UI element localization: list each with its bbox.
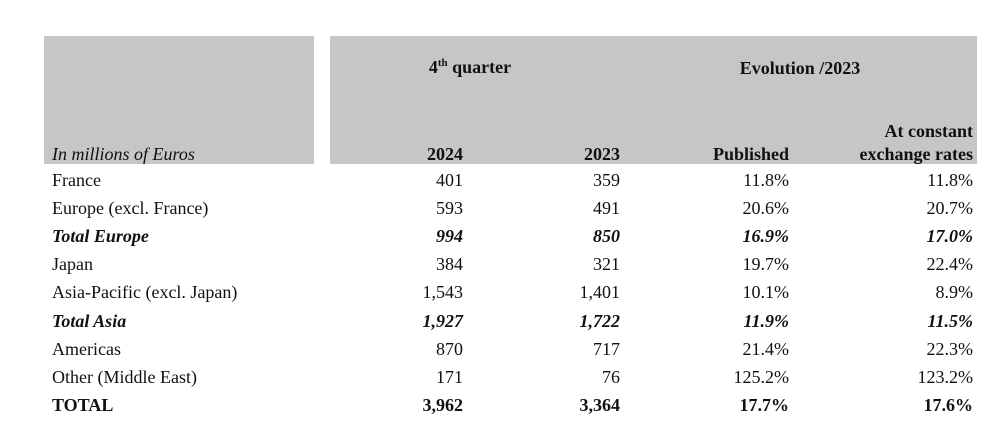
cell-constant: 11.5%: [927, 310, 973, 331]
cell-published: 19.7%: [742, 254, 790, 275]
table-row: Other (Middle East) 171 76 125.2% 123.2%: [0, 366, 999, 394]
table-row: Europe (excl. France) 593 491 20.6% 20.7%: [0, 197, 999, 225]
cell-constant: 17.6%: [923, 394, 974, 415]
cell-2023: 359: [593, 170, 620, 190]
row-label: Other (Middle East): [52, 366, 197, 387]
cell-constant: 22.4%: [926, 254, 974, 275]
table-row: France 401 359 11.8% 11.8%: [0, 169, 999, 197]
cell-2024: 1,927: [422, 310, 464, 331]
row-label: France: [52, 170, 101, 190]
row-label: Japan: [52, 254, 93, 275]
cell-2024: 870: [436, 338, 463, 359]
cell-published: 125.2%: [733, 366, 790, 387]
cell-2024: 1,543: [422, 282, 464, 303]
cell-2023: 76: [602, 366, 620, 387]
table-row: TOTAL 3,962 3,364 17.7% 17.6%: [0, 394, 999, 422]
header-band-left: [44, 36, 314, 164]
cell-2023: 491: [593, 198, 620, 219]
col-header-2024: 2024: [427, 144, 463, 164]
col-header-constant-line1: At constant: [884, 121, 974, 141]
row-label: Asia-Pacific (excl. Japan): [52, 282, 238, 303]
cell-2024: 593: [436, 198, 463, 219]
cell-2024: 3,962: [422, 394, 464, 415]
cell-published: 11.8%: [743, 170, 789, 190]
cell-published: 21.4%: [742, 338, 790, 359]
row-label: TOTAL: [52, 394, 114, 415]
unit-label: In millions of Euros: [52, 144, 195, 164]
cell-published: 16.9%: [742, 226, 790, 247]
cell-published: 17.7%: [739, 394, 790, 415]
cell-constant: 8.9%: [935, 282, 974, 303]
cell-2024: 401: [436, 170, 463, 190]
evolution-header: Evolution /2023: [739, 58, 861, 78]
cell-2024: 384: [436, 254, 463, 275]
table-row: Americas 870 717 21.4% 22.3%: [0, 338, 999, 366]
col-header-constant-line2: exchange rates: [859, 144, 973, 164]
cell-2024: 171: [436, 366, 463, 387]
col-header-2023: 2023: [584, 144, 620, 164]
col-header-published: Published: [712, 144, 789, 164]
cell-constant: 22.3%: [926, 338, 974, 359]
row-label: Total Europe: [52, 226, 149, 247]
cell-constant: 17.0%: [926, 226, 974, 247]
row-label: Americas: [52, 338, 121, 359]
cell-2023: 1,401: [579, 282, 621, 303]
row-label: Total Asia: [52, 310, 127, 331]
table-row: Asia-Pacific (excl. Japan) 1,543 1,401 10.1…: [0, 281, 999, 309]
table-row: Total Europe 994 850 16.9% 17.0%: [0, 225, 999, 253]
cell-2023: 850: [593, 226, 620, 247]
cell-constant: 11.8%: [927, 170, 973, 190]
cell-2023: 321: [593, 254, 620, 275]
row-label: Europe (excl. France): [52, 198, 209, 219]
table-row: Total Asia 1,927 1,722 11.9% 11.5%: [0, 310, 999, 338]
cell-published: 20.6%: [742, 198, 790, 219]
cell-2023: 3,364: [579, 394, 621, 415]
cell-2023: 717: [593, 338, 620, 359]
table-row: Japan 384 321 19.7% 22.4%: [0, 253, 999, 281]
cell-2024: 994: [436, 226, 463, 247]
header-band-right: [330, 36, 977, 164]
cell-constant: 20.7%: [926, 198, 974, 219]
cell-constant: 123.2%: [917, 366, 974, 387]
quarter-header: 4th quarter: [428, 57, 512, 77]
cell-published: 10.1%: [742, 282, 790, 303]
cell-2023: 1,722: [579, 310, 621, 331]
cell-published: 11.9%: [743, 310, 789, 331]
